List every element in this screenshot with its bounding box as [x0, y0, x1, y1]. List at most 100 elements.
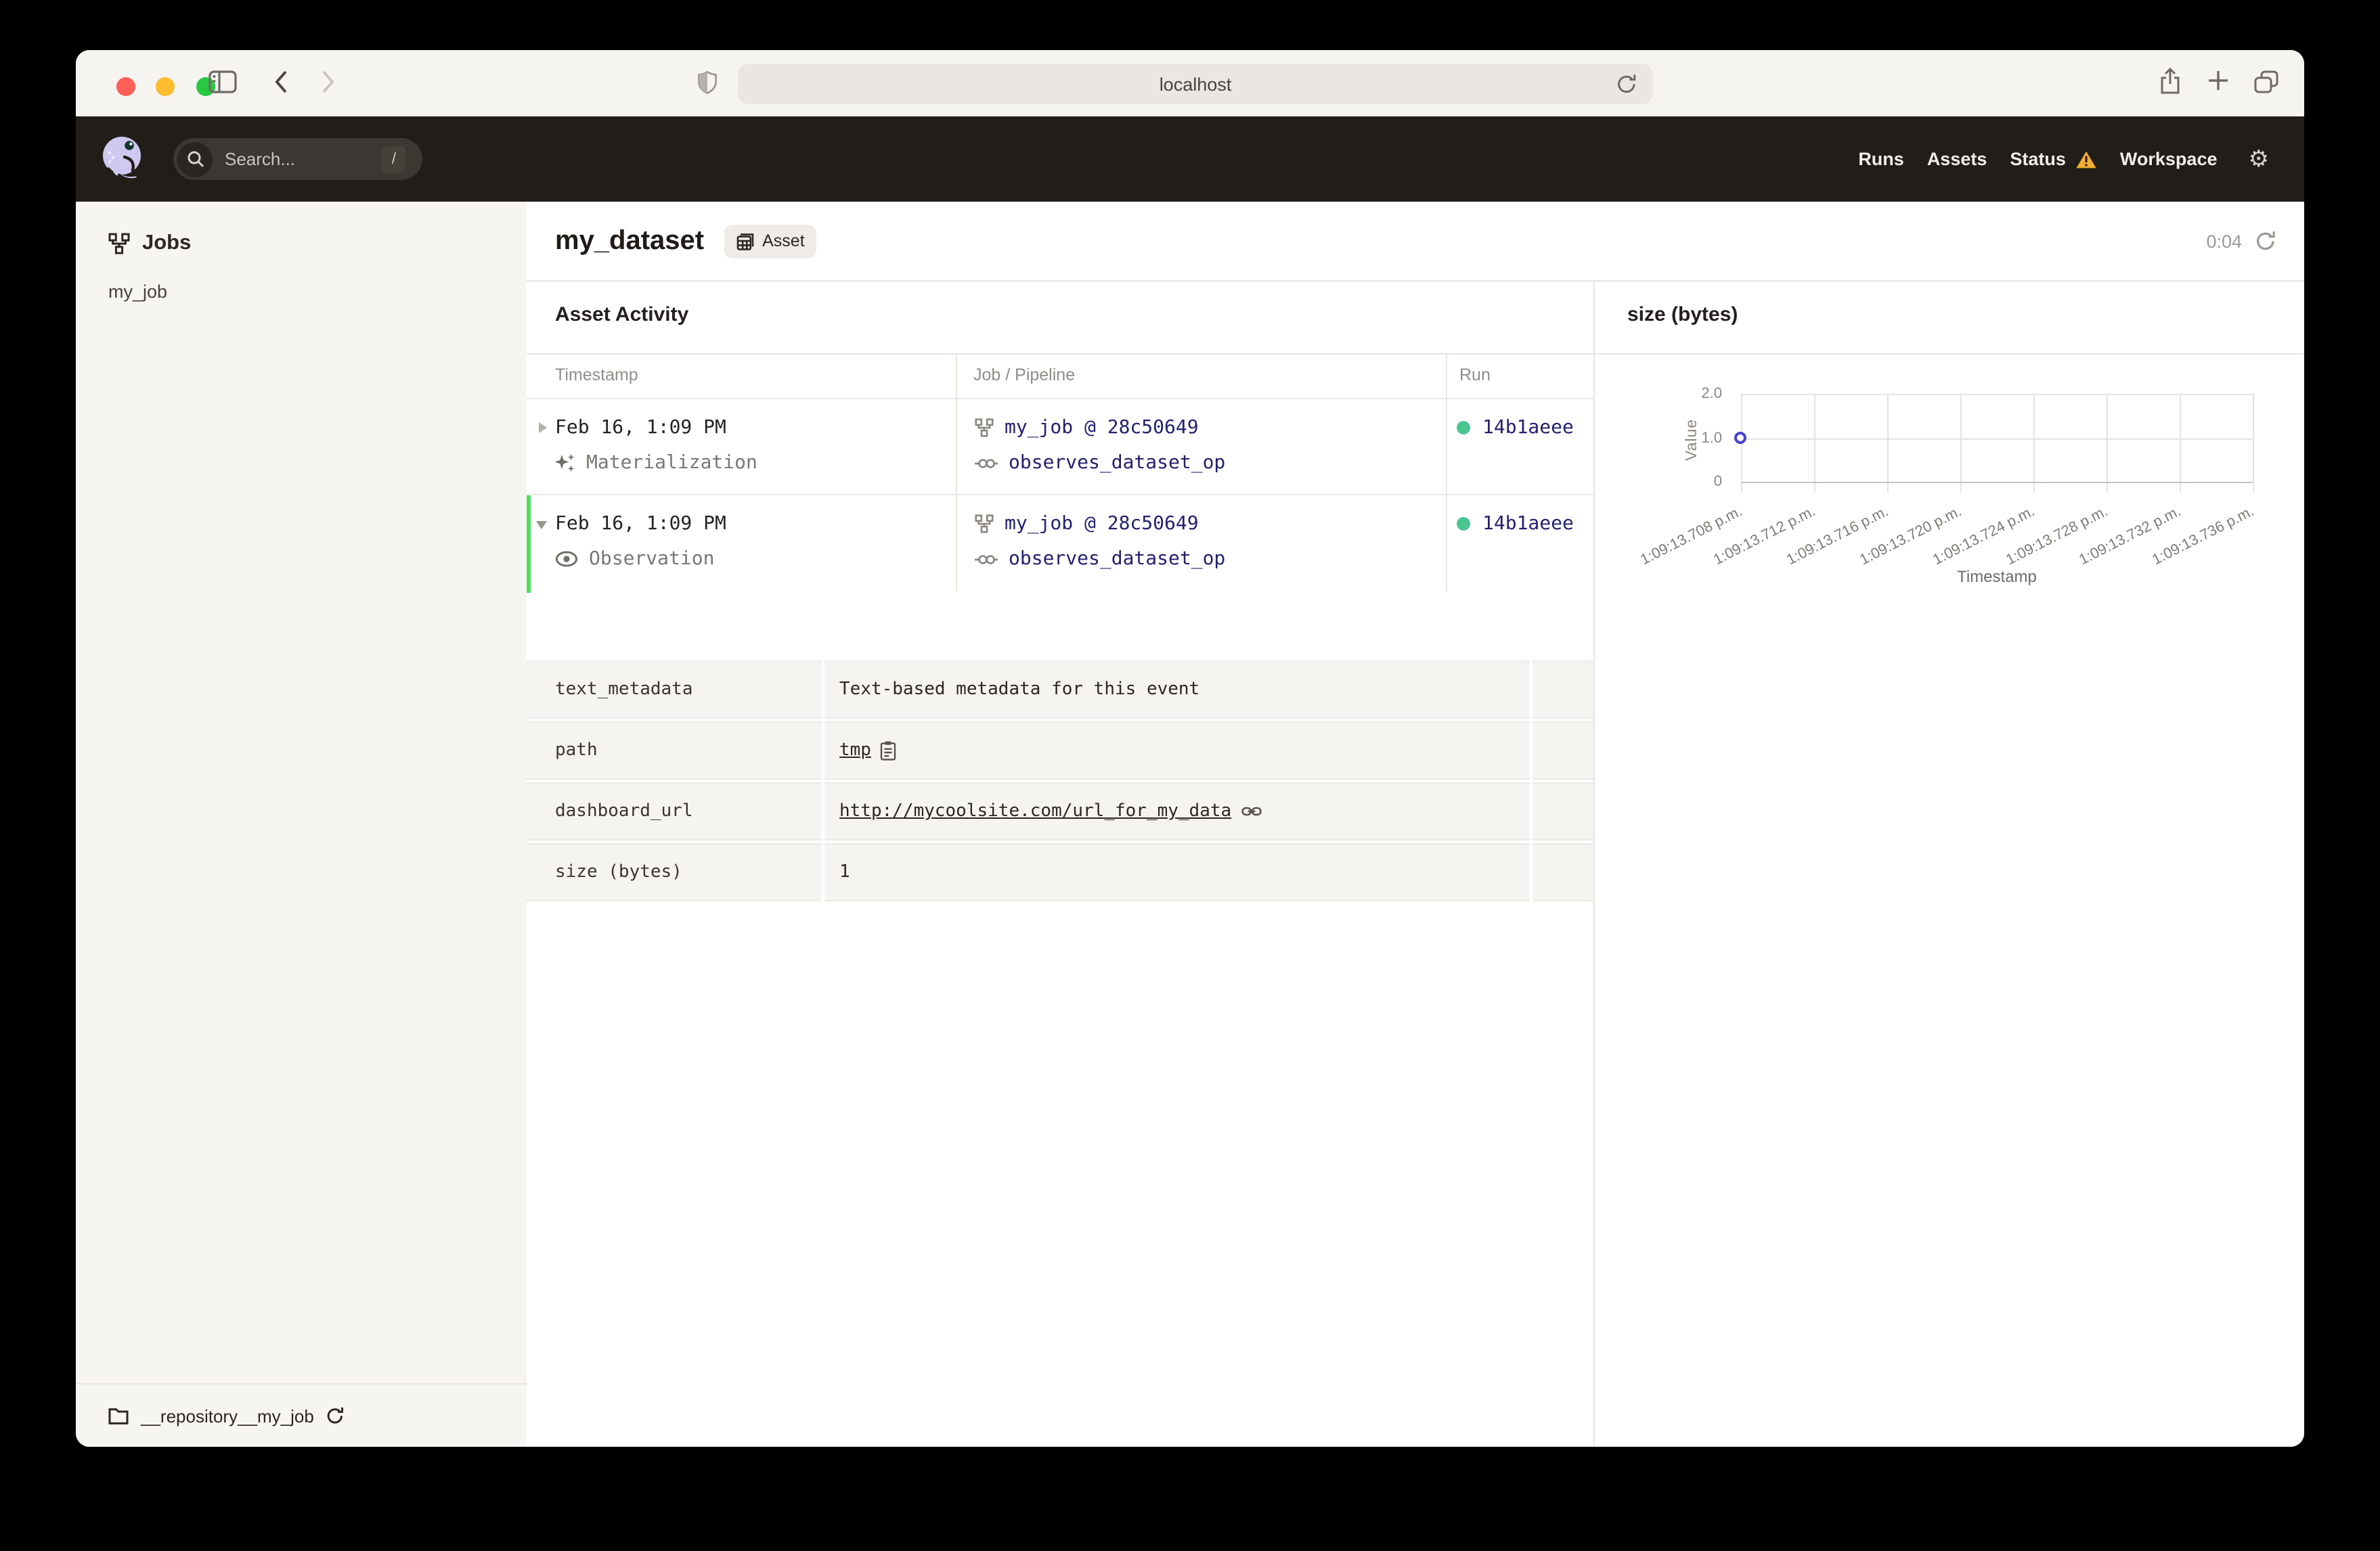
- asset-badge-label: Asset: [762, 231, 805, 250]
- chart-title: size (bytes): [1627, 303, 1738, 326]
- op-link[interactable]: observes_dataset_op: [975, 451, 1225, 475]
- metadata-row: size (bytes) 1: [527, 843, 1593, 901]
- gridline: [2033, 394, 2035, 493]
- gridline: [1887, 394, 1889, 493]
- metadata-row: dashboard_url http://mycoolsite.com/url_…: [527, 782, 1593, 840]
- gridline: [1741, 482, 2253, 483]
- repository-reload-icon[interactable]: [326, 1406, 344, 1425]
- job-link[interactable]: my_job @ 28c50649: [975, 415, 1199, 440]
- x-axis-title: Timestamp: [1957, 567, 2037, 586]
- repository-footer[interactable]: __repository__my_job: [76, 1383, 527, 1447]
- asset-table-icon: [736, 232, 754, 250]
- gridline: [1741, 394, 1742, 493]
- metadata-key: size (bytes): [527, 843, 822, 901]
- metadata-key: path: [527, 721, 822, 780]
- expand-arrow-icon[interactable]: [539, 422, 547, 433]
- refresh-icon[interactable]: [2255, 230, 2276, 252]
- asset-activity-panel: Asset Activity Timestamp Job / Pipeline …: [527, 282, 1593, 1447]
- search-input[interactable]: Search... /: [173, 138, 422, 180]
- sidebar-title: Jobs: [142, 231, 192, 254]
- browser-toolbar: localhost: [76, 50, 2304, 118]
- search-shortcut-badge: /: [382, 145, 406, 173]
- activity-table: Timestamp Job / Pipeline Run Feb 16, 1:0…: [527, 353, 1593, 901]
- run-link[interactable]: 14b1aeee: [1457, 512, 1574, 536]
- col-timestamp: Timestamp: [555, 365, 638, 384]
- search-placeholder: Search...: [225, 149, 296, 169]
- activity-heading: Asset Activity: [555, 303, 689, 326]
- nav-assets[interactable]: Assets: [1926, 149, 1987, 169]
- traffic-close-button[interactable]: [116, 77, 135, 96]
- gridline: [2107, 394, 2108, 493]
- gridline: [2180, 394, 2181, 493]
- gridline: [1741, 394, 2253, 395]
- gridline: [2253, 394, 2254, 493]
- back-icon[interactable]: [273, 69, 288, 95]
- traffic-zoom-button[interactable]: [196, 77, 215, 96]
- observation-eye-icon: [555, 551, 578, 567]
- table-row[interactable]: Feb 16, 1:09 PM Materialization my_job @…: [527, 399, 1593, 494]
- poll-timer: 0:04: [2206, 231, 2242, 251]
- search-icon: [177, 141, 213, 177]
- copy-icon[interactable]: [881, 740, 897, 761]
- chart-plot: [1734, 394, 2254, 493]
- col-job: Job / Pipeline: [973, 365, 1076, 384]
- jobs-graph-icon: [108, 233, 130, 254]
- event-metadata: text_metadata Text-based metadata for th…: [527, 660, 1593, 904]
- app-header: Search... / Runs Assets Status Workspace…: [76, 116, 2304, 202]
- sidebar-toggle-icon[interactable]: [208, 70, 237, 93]
- run-status-dot: [1457, 517, 1470, 531]
- metadata-value: 1: [839, 862, 850, 882]
- job-link[interactable]: my_job @ 28c50649: [975, 512, 1199, 536]
- asset-badge: Asset: [724, 224, 817, 258]
- sidebar-item-my-job[interactable]: my_job: [108, 282, 168, 302]
- reload-icon[interactable]: [1616, 73, 1637, 95]
- url-bar[interactable]: localhost: [738, 64, 1653, 104]
- forward-icon[interactable]: [321, 69, 336, 95]
- job-graph-icon: [975, 418, 994, 437]
- gridline: [1960, 394, 1962, 493]
- gridline: [1741, 438, 2253, 439]
- settings-gear-icon[interactable]: ⚙: [2248, 146, 2270, 172]
- op-icon: [975, 455, 998, 470]
- y-tick-label: 0: [1713, 474, 1722, 490]
- metadata-url-value[interactable]: http://mycoolsite.com/url_for_my_data: [839, 801, 1232, 822]
- collapse-arrow-icon[interactable]: [536, 521, 547, 529]
- expanded-row-highlight: [527, 495, 531, 593]
- tab-overview-icon[interactable]: [2254, 70, 2278, 93]
- metadata-row: path tmp: [527, 721, 1593, 780]
- metadata-value: Text-based metadata for this event: [839, 679, 1200, 700]
- folder-icon: [108, 1407, 129, 1424]
- browser-window: localhost: [76, 50, 2304, 1447]
- asset-title-row: my_dataset Asset 0:04: [527, 202, 2304, 282]
- warning-icon: [2075, 150, 2097, 168]
- asset-plots-panel: size (bytes) Value 0 1.0 2.0 1:09:13.708 p…: [1593, 282, 2304, 1447]
- new-tab-icon[interactable]: [2207, 69, 2230, 92]
- nav-status[interactable]: Status: [2010, 149, 2097, 169]
- event-type: Materialization: [555, 451, 757, 475]
- sidebar-jobs-header: Jobs: [108, 231, 191, 256]
- top-nav: Runs Assets Status Workspace ⚙: [1858, 116, 2269, 202]
- data-point[interactable]: [1734, 431, 1746, 443]
- nav-runs[interactable]: Runs: [1858, 149, 1904, 169]
- op-link[interactable]: observes_dataset_op: [975, 547, 1225, 571]
- dagster-logo[interactable]: [100, 135, 148, 184]
- y-tick-label: 2.0: [1701, 386, 1722, 402]
- privacy-shield-icon[interactable]: [697, 70, 718, 95]
- job-graph-icon: [975, 514, 994, 533]
- page-title: my_dataset: [555, 225, 705, 255]
- nav-workspace[interactable]: Workspace: [2119, 149, 2218, 169]
- metadata-row: text_metadata Text-based metadata for th…: [527, 660, 1593, 719]
- metadata-key: dashboard_url: [527, 782, 822, 840]
- url-text: localhost: [1159, 74, 1232, 94]
- run-link[interactable]: 14b1aeee: [1457, 415, 1574, 440]
- metadata-path-value[interactable]: tmp: [839, 740, 871, 761]
- link-icon[interactable]: [1241, 804, 1261, 819]
- table-row[interactable]: Feb 16, 1:09 PM Observation my_job @ 28c…: [527, 494, 1593, 593]
- event-type: Observation: [555, 547, 714, 571]
- traffic-minimize-button[interactable]: [156, 77, 175, 96]
- op-icon: [975, 552, 998, 566]
- jobs-sidebar: Jobs my_job __repository__my_job: [76, 202, 528, 1447]
- y-tick-label: 1.0: [1701, 430, 1722, 446]
- run-status-dot: [1457, 421, 1470, 434]
- share-icon[interactable]: [2159, 68, 2181, 95]
